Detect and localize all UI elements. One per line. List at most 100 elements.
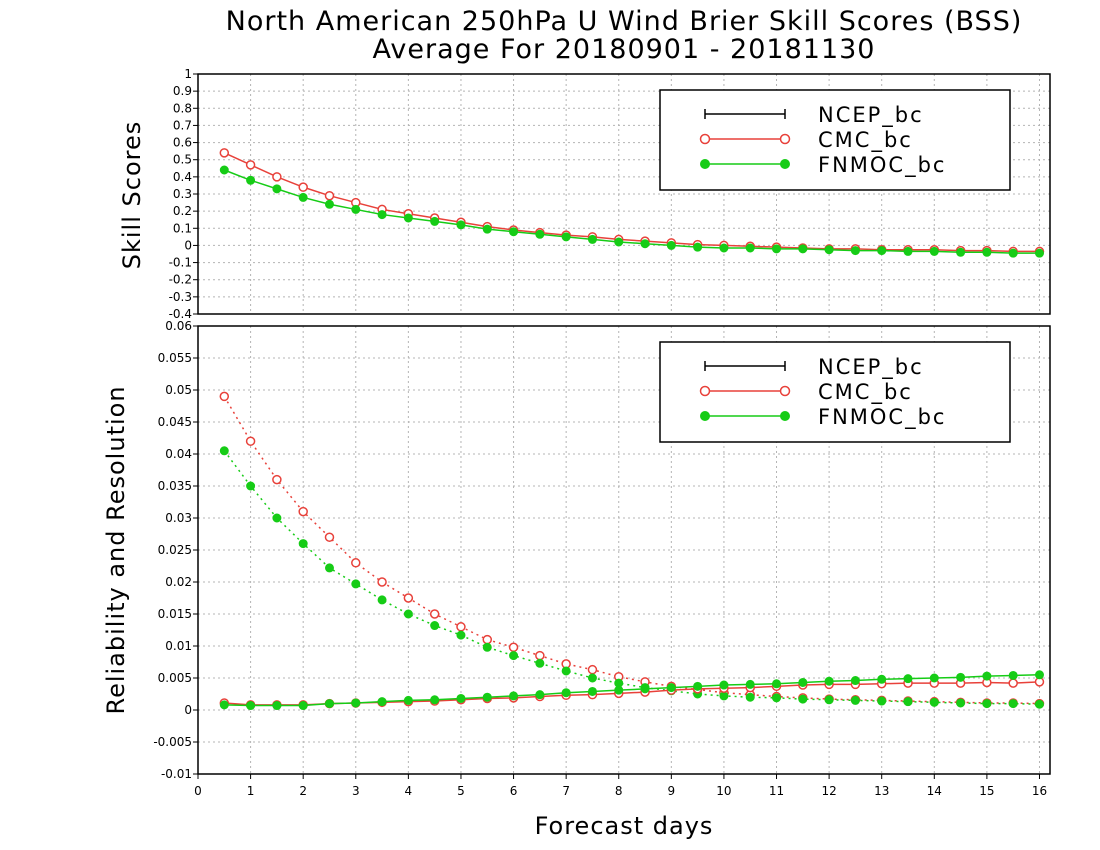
- data-point: [535, 229, 545, 239]
- data-point: [324, 199, 334, 209]
- data-point: [587, 664, 598, 675]
- y-tick-label: 0.02: [165, 575, 192, 589]
- legend-label: NCEP_bc: [818, 103, 924, 128]
- series-line-cmc-bc-reliability: [224, 681, 1040, 706]
- data-point: [614, 237, 624, 247]
- y-tick-label: 0.1: [173, 221, 192, 235]
- data-point: [456, 622, 466, 632]
- data-point: [640, 684, 650, 694]
- data-point: [850, 676, 860, 686]
- data-point: [324, 532, 335, 542]
- data-point: [956, 247, 966, 257]
- x-tick-label: 4: [405, 784, 413, 798]
- y-tick-label: 0.015: [158, 607, 192, 621]
- x-tick-label: 8: [615, 784, 623, 798]
- x-tick-label: 5: [457, 784, 465, 798]
- data-point: [982, 699, 992, 709]
- data-point: [219, 148, 230, 158]
- data-point: [403, 609, 413, 619]
- data-point: [561, 232, 571, 242]
- data-point: [403, 593, 414, 603]
- bottom-y-axis-label: Reliability and Resolution: [102, 385, 130, 714]
- data-point: [351, 698, 361, 708]
- data-point: [956, 698, 966, 708]
- plot-frame: [197, 325, 1051, 775]
- y-tick-label: 0.03: [165, 511, 192, 525]
- data-point: [850, 246, 860, 256]
- data-point: [982, 671, 992, 681]
- data-point: [324, 563, 334, 573]
- data-point: [719, 680, 729, 690]
- legend-label: CMC_bc: [818, 128, 913, 153]
- legend-marker: [699, 385, 711, 397]
- legend-label: FNMOC_bc: [818, 153, 946, 178]
- plot-frame: [197, 73, 1051, 315]
- data-point: [272, 184, 282, 194]
- data-point: [666, 240, 676, 250]
- data-point: [614, 685, 624, 695]
- data-point: [324, 190, 335, 201]
- data-point: [929, 673, 939, 683]
- data-point: [903, 246, 913, 256]
- legend-marker: [700, 411, 710, 421]
- data-point: [719, 243, 729, 253]
- data-point: [535, 658, 545, 668]
- data-point: [1008, 678, 1018, 688]
- data-point: [246, 481, 256, 491]
- data-point: [693, 242, 703, 252]
- y-tick-label: -0.1: [169, 256, 192, 270]
- data-point: [429, 609, 440, 619]
- data-point: [456, 693, 466, 703]
- data-point: [1008, 670, 1018, 680]
- y-tick-label: 0.5: [173, 153, 192, 167]
- y-tick-label: 0.7: [173, 118, 192, 132]
- data-point: [456, 220, 466, 230]
- y-tick-label: 0.05: [165, 383, 192, 397]
- data-point: [824, 676, 834, 686]
- data-point: [430, 695, 440, 705]
- data-point: [219, 700, 229, 710]
- y-tick-label: -0.3: [169, 290, 192, 304]
- data-point: [403, 695, 413, 705]
- x-tick-label: 6: [510, 784, 518, 798]
- data-point: [745, 692, 755, 702]
- legend-marker: [779, 133, 791, 145]
- y-tick-label: 1: [184, 67, 192, 81]
- x-axis-label: Forecast days: [535, 812, 714, 840]
- x-tick-label: 10: [716, 784, 731, 798]
- data-point: [246, 701, 256, 711]
- data-point: [246, 175, 256, 185]
- y-tick-label: 0.3: [173, 187, 192, 201]
- data-point: [877, 246, 887, 256]
- data-point: [772, 693, 782, 703]
- data-point: [298, 506, 308, 517]
- data-point: [403, 213, 413, 223]
- data-point: [482, 692, 492, 702]
- data-point: [587, 234, 597, 244]
- chart-title: North American 250hPa U Wind Brier Skill…: [226, 6, 1023, 37]
- y-tick-label: -0.01: [161, 767, 192, 781]
- data-point: [798, 244, 808, 254]
- y-tick-label: 0.01: [165, 639, 192, 653]
- legend-marker: [699, 133, 711, 145]
- x-axis: 0 1 2 3 4 5 6 7 8 9 10 11 12 13 14 15 16: [194, 774, 1047, 798]
- data-point: [351, 579, 361, 589]
- data-point: [1034, 670, 1044, 680]
- data-point: [561, 666, 571, 676]
- data-point: [877, 696, 887, 706]
- data-point: [482, 634, 493, 645]
- data-point: [351, 558, 361, 568]
- legend-label: CMC_bc: [818, 380, 913, 405]
- data-point: [1008, 248, 1018, 258]
- data-point: [587, 673, 597, 683]
- y-tick-label: 0.025: [158, 543, 192, 557]
- data-point: [219, 165, 229, 175]
- x-tick-label: 3: [352, 784, 360, 798]
- x-tick-label: 1: [247, 784, 255, 798]
- data-point: [824, 695, 834, 705]
- data-point: [482, 224, 492, 234]
- data-point: [903, 674, 913, 684]
- data-point: [245, 160, 256, 170]
- y-tick-label: 0.9: [173, 84, 192, 98]
